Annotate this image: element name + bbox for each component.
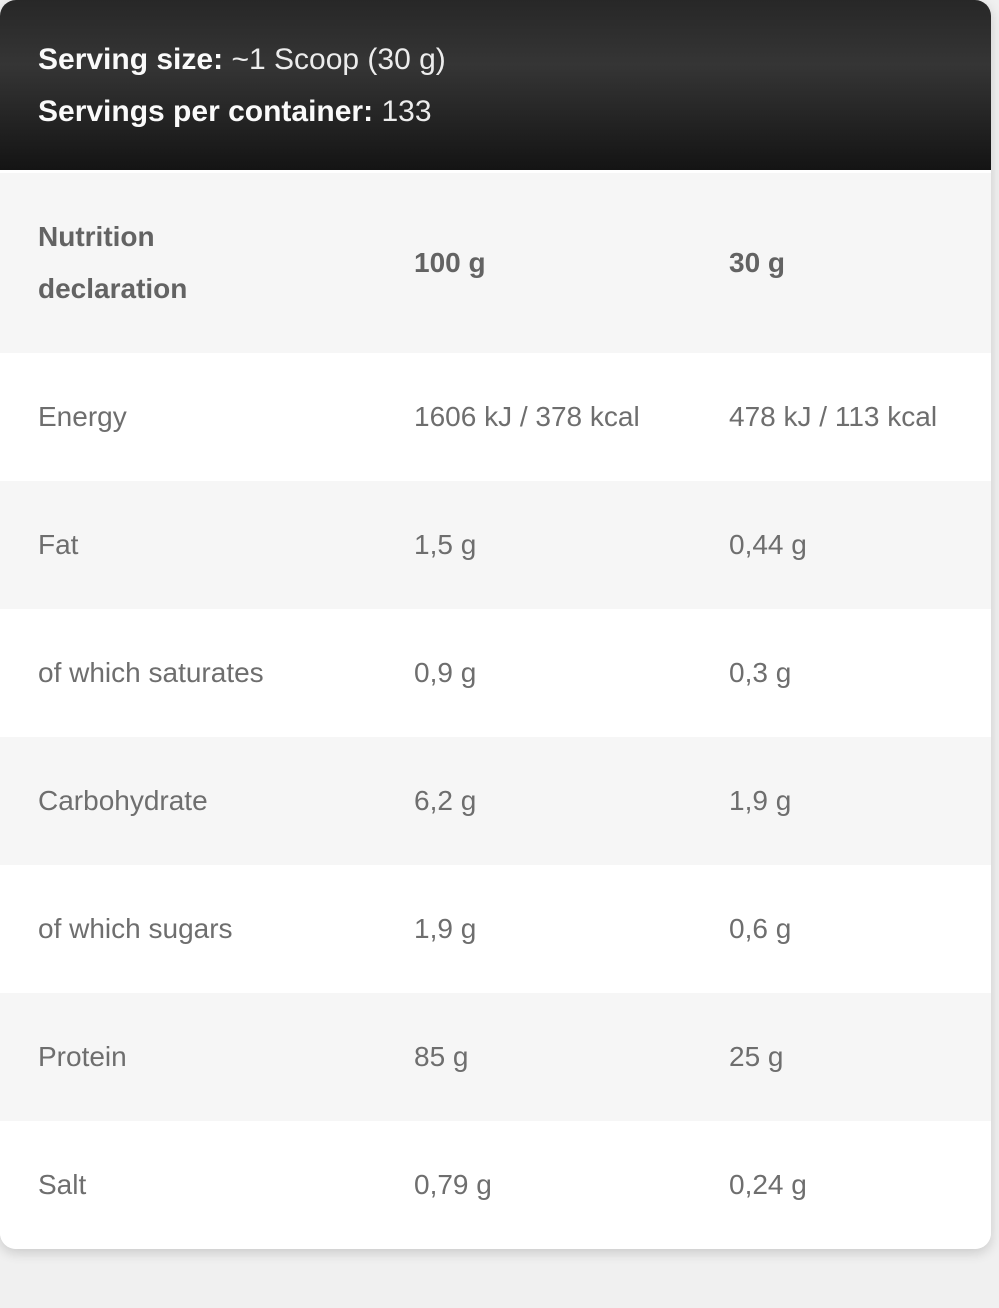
value-per-30g: 1,9 g [729,785,792,816]
servings-per-container-label: Servings per container: [38,95,374,128]
value-per-30g: 25 g [729,1041,784,1072]
value-per-100g: 1606 kJ / 378 kcal [414,401,640,432]
value-per-30g: 0,24 g [729,1169,807,1200]
row-label: of which saturates [38,657,264,688]
value-per-30g: 0,6 g [729,913,792,944]
row-label: Fat [38,529,79,560]
value-per-100g: 85 g [414,1041,469,1072]
nutrition-table: Nutrition declaration 100 g 30 g Energy … [0,173,991,1249]
table-row-saturates: of which saturates 0,9 g 0,3 g [0,609,991,737]
table-row-salt: Salt 0,79 g 0,24 g [0,1121,991,1249]
row-label: Protein [38,1041,127,1072]
serving-info-panel: Serving size: ~1 Scoop (30 g) Servings pe… [0,0,991,170]
table-row-carbohydrate: Carbohydrate 6,2 g 1,9 g [0,737,991,865]
nutrition-card: Serving size: ~1 Scoop (30 g) Servings pe… [0,0,991,1249]
header-per-100g: 100 g [414,247,486,278]
table-header-row: Nutrition declaration 100 g 30 g [0,173,991,353]
row-label: of which sugars [38,913,233,944]
serving-size-line: Serving size: ~1 Scoop (30 g) [38,34,953,86]
row-label: Carbohydrate [38,785,208,816]
value-per-100g: 0,9 g [414,657,477,688]
table-row-energy: Energy 1606 kJ / 378 kcal 478 kJ / 113 k… [0,353,991,481]
value-per-30g: 0,44 g [729,529,807,560]
serving-size-value: ~1 Scoop (30 g) [231,43,446,76]
value-per-100g: 6,2 g [414,785,477,816]
header-nutrition-declaration: Nutrition declaration [38,221,188,304]
row-label: Salt [38,1169,87,1200]
value-per-30g: 478 kJ / 113 kcal [729,401,938,432]
value-per-30g: 0,3 g [729,657,792,688]
table-row-sugars: of which sugars 1,9 g 0,6 g [0,865,991,993]
value-per-100g: 1,5 g [414,529,477,560]
serving-size-label: Serving size: [38,43,224,76]
table-row-fat: Fat 1,5 g 0,44 g [0,481,991,609]
value-per-100g: 0,79 g [414,1169,492,1200]
table-row-protein: Protein 85 g 25 g [0,993,991,1121]
value-per-100g: 1,9 g [414,913,477,944]
header-per-30g: 30 g [729,247,786,278]
row-label: Energy [38,401,127,432]
servings-per-container-line: Servings per container: 133 [38,86,953,138]
servings-per-container-value: 133 [381,95,432,128]
